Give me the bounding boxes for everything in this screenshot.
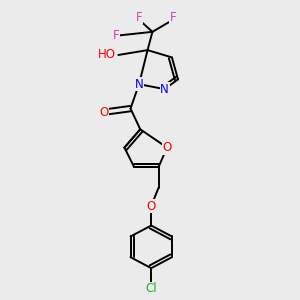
Text: HO: HO [98,49,116,62]
Text: Cl: Cl [146,282,157,296]
Text: O: O [147,200,156,212]
Text: O: O [99,106,108,119]
Text: F: F [112,29,119,42]
Text: O: O [162,141,172,154]
Text: F: F [136,11,142,24]
Text: N: N [160,82,169,96]
Text: F: F [170,11,176,24]
Text: N: N [135,78,143,91]
